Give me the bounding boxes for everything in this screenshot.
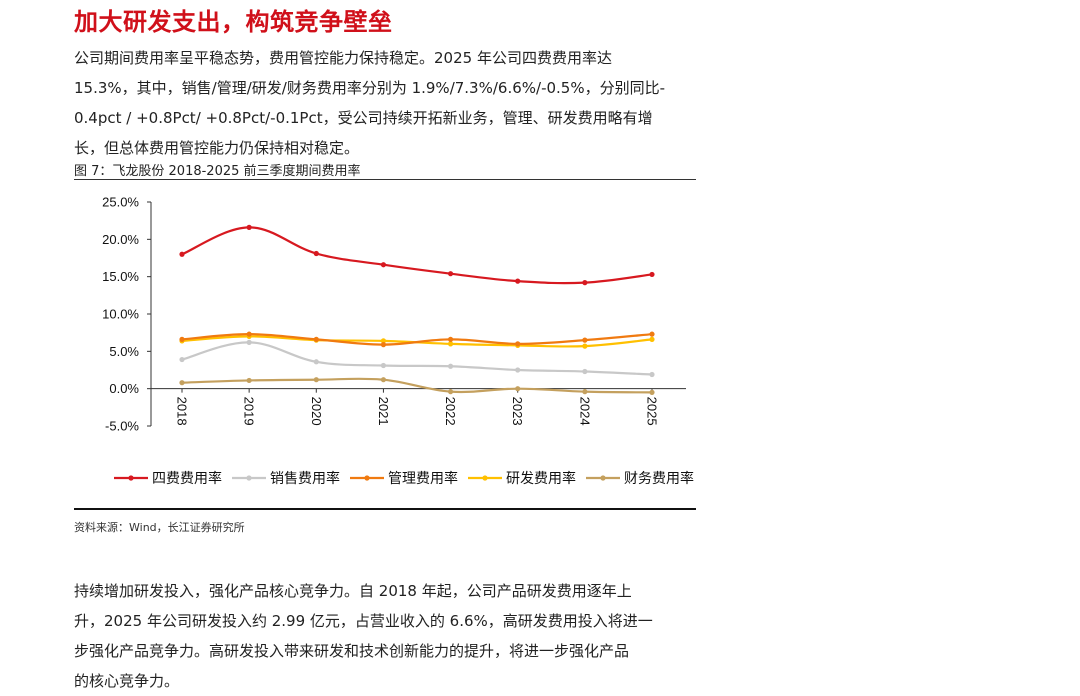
data-point <box>380 342 387 348</box>
data-point <box>649 336 655 342</box>
chart-legend: 四费费用率 销售费用率 管理费用率 研发费用率 财务费用率 <box>114 470 694 486</box>
series-line <box>181 333 653 346</box>
figure-caption: 图 7：飞龙股份 2018-2025 前三季度期间费用率 <box>74 164 361 179</box>
data-point <box>447 389 454 395</box>
paragraph-line: 公司期间费用率呈平稳态势，费用管控能力保持稳定。2025 年公司四费费用率达 <box>74 49 612 67</box>
paragraph-line: 持续增加研发投入，强化产品核心竞争力。自 2018 年起，公司产品研发费用逐年上 <box>74 582 632 600</box>
data-point <box>582 280 588 286</box>
x-tick-label: 2024 <box>577 397 592 426</box>
rd-paragraph: 持续增加研发投入，强化产品核心竞争力。自 2018 年起，公司产品研发费用逐年上… <box>74 576 714 696</box>
data-point <box>313 359 319 365</box>
data-point <box>313 336 319 342</box>
y-tick-label: 5.0% <box>109 344 139 359</box>
chart-axes: 25.0% 20.0% 15.0% 10.0% 5.0% 0.0% -5.0% 2018 201… <box>102 195 686 434</box>
series-line <box>181 341 653 376</box>
legend-swatch-marker <box>600 475 606 481</box>
x-tick-label: 2018 <box>175 397 190 426</box>
figure-bottom-divider <box>74 508 696 510</box>
y-tick-label: 25.0% <box>102 195 139 210</box>
y-tick-label: 20.0% <box>102 232 139 247</box>
data-point <box>515 386 521 392</box>
legend-label: 销售费用率 <box>270 470 340 486</box>
data-point <box>179 251 185 257</box>
series-5 <box>179 377 655 395</box>
legend-swatch-marker <box>364 475 370 481</box>
legend-item: 管理费用率 <box>350 470 458 486</box>
series-1 <box>179 224 655 286</box>
data-point <box>179 380 185 386</box>
x-tick-label: 2020 <box>309 397 324 426</box>
data-point <box>649 271 655 278</box>
legend-item: 销售费用率 <box>232 470 340 486</box>
legend-swatch-marker <box>246 475 252 481</box>
caption-divider <box>74 179 696 180</box>
legend-swatch-marker <box>128 475 134 481</box>
data-point <box>649 371 655 378</box>
data-point <box>447 341 454 347</box>
x-tick-label: 2023 <box>510 397 525 426</box>
series-2 <box>179 339 655 378</box>
figure-source: 资料来源：Wind，长江证券研究所 <box>74 521 245 534</box>
legend-label: 四费费用率 <box>152 470 222 486</box>
y-tick-label: 15.0% <box>102 269 139 284</box>
x-tick-label: 2025 <box>645 397 660 426</box>
data-point <box>380 377 387 383</box>
legend-item: 财务费用率 <box>586 470 694 486</box>
data-point <box>582 337 588 343</box>
expense-ratio-line-chart: 25.0% 20.0% 15.0% 10.0% 5.0% 0.0% -5.0% 2018 201… <box>102 195 694 487</box>
legend-label: 管理费用率 <box>388 470 458 486</box>
data-point <box>313 377 319 383</box>
legend-swatch-marker <box>482 475 488 481</box>
paragraph-line: 的核心竞争力。 <box>74 672 180 690</box>
data-point <box>246 339 252 345</box>
y-tick-label: -5.0% <box>105 419 139 434</box>
data-point <box>179 356 185 363</box>
legend-label: 财务费用率 <box>624 470 694 486</box>
paragraph-line: 步强化产品竞争力。高研发投入带来研发和技术创新能力的提升，将进一步强化产品 <box>74 642 630 660</box>
data-point <box>649 331 655 337</box>
x-tick-label: 2021 <box>376 397 391 426</box>
paragraph-line: 15.3%，其中，销售/管理/研发/财务费用率分别为 1.9%/7.3%/6.6… <box>74 79 666 97</box>
data-point <box>246 331 252 337</box>
data-point <box>179 336 185 342</box>
series-line <box>181 377 653 394</box>
x-tick-label: 2022 <box>443 397 458 426</box>
data-point <box>246 224 252 230</box>
data-point <box>515 367 521 373</box>
series-3 <box>179 331 655 348</box>
data-point <box>649 389 655 395</box>
data-point <box>447 336 454 342</box>
x-tick-label: 2019 <box>242 397 257 426</box>
legend-item: 研发费用率 <box>468 470 576 486</box>
data-point <box>313 250 319 257</box>
data-point <box>582 343 588 349</box>
y-tick-label: 10.0% <box>102 307 139 322</box>
intro-paragraph: 公司期间费用率呈平稳态势，费用管控能力保持稳定。2025 年公司四费费用率达 1… <box>74 43 714 163</box>
paragraph-line: 0.4pct / +0.8Pct/ +0.8Pct/-0.1Pct，受公司持续开… <box>74 109 653 127</box>
paragraph-line: 长，但总体费用管控能力仍保持相对稳定。 <box>74 139 360 157</box>
data-point <box>380 362 387 369</box>
section-heading: 加大研发支出，构筑竞争壁垒 <box>74 8 393 36</box>
data-point <box>447 271 454 277</box>
legend-item: 四费费用率 <box>114 470 222 486</box>
data-point <box>380 262 387 268</box>
data-point <box>246 377 252 384</box>
legend-label: 研发费用率 <box>506 470 576 486</box>
paragraph-line: 升，2025 年公司研发投入约 2.99 亿元，占营业收入的 6.6%，高研发费… <box>74 612 653 630</box>
data-point <box>515 341 521 347</box>
data-point <box>515 278 521 284</box>
data-point <box>582 368 588 375</box>
data-point <box>447 363 454 369</box>
chart-series <box>179 224 655 395</box>
series-line <box>181 226 653 285</box>
data-point <box>380 338 387 344</box>
data-point <box>582 389 588 395</box>
y-tick-label: 0.0% <box>109 381 139 396</box>
